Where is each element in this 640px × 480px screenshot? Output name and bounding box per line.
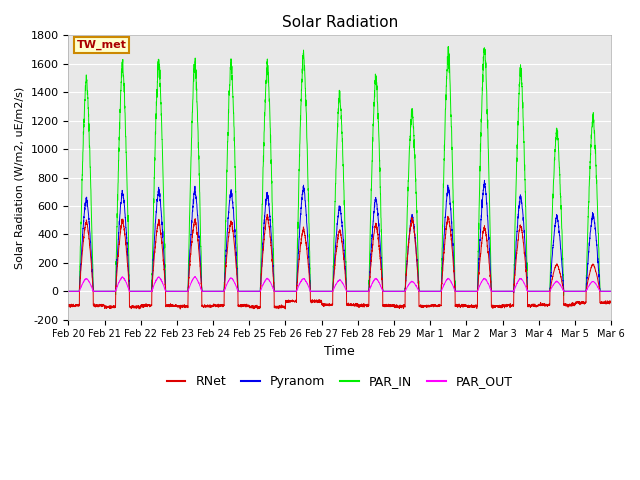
X-axis label: Time: Time xyxy=(324,345,355,358)
RNet xyxy=(65,301,72,307)
PAR_OUT xyxy=(461,288,469,294)
RNet xyxy=(162,304,170,310)
Pyranom xyxy=(492,288,500,294)
RNet xyxy=(461,303,469,309)
PAR_IN xyxy=(607,288,614,294)
Pyranom xyxy=(607,288,615,294)
PAR_IN xyxy=(431,288,439,294)
Legend: RNet, Pyranom, PAR_IN, PAR_OUT: RNet, Pyranom, PAR_IN, PAR_OUT xyxy=(161,370,518,393)
PAR_IN xyxy=(65,288,72,294)
PAR_IN xyxy=(445,44,452,49)
Pyranom xyxy=(162,288,170,294)
Y-axis label: Solar Radiation (W/m2, uE/m2/s): Solar Radiation (W/m2, uE/m2/s) xyxy=(15,86,25,269)
RNet xyxy=(320,301,328,307)
PAR_IN xyxy=(461,288,469,294)
Text: TW_met: TW_met xyxy=(77,40,127,50)
PAR_OUT xyxy=(607,288,615,294)
PAR_IN xyxy=(560,293,568,299)
Pyranom xyxy=(431,288,439,294)
Pyranom xyxy=(510,290,518,296)
PAR_IN xyxy=(162,288,170,294)
Pyranom xyxy=(481,178,488,183)
PAR_OUT xyxy=(492,288,500,294)
Pyranom xyxy=(461,288,469,294)
Pyranom xyxy=(65,288,72,294)
PAR_OUT xyxy=(162,288,170,294)
PAR_OUT xyxy=(607,288,614,294)
RNet xyxy=(492,303,500,309)
PAR_OUT xyxy=(125,288,133,294)
Line: PAR_IN: PAR_IN xyxy=(68,47,611,296)
Line: RNet: RNet xyxy=(68,214,611,309)
RNet xyxy=(607,300,615,305)
PAR_IN xyxy=(492,288,500,294)
PAR_OUT xyxy=(320,288,328,294)
RNet xyxy=(177,306,184,312)
RNet xyxy=(607,300,614,305)
RNet xyxy=(263,211,271,217)
RNet xyxy=(431,302,439,308)
PAR_OUT xyxy=(431,288,439,294)
PAR_IN xyxy=(607,288,615,294)
Title: Solar Radiation: Solar Radiation xyxy=(282,15,398,30)
PAR_OUT xyxy=(191,274,199,279)
Line: PAR_OUT: PAR_OUT xyxy=(68,276,611,291)
PAR_IN xyxy=(319,288,327,294)
Line: Pyranom: Pyranom xyxy=(68,180,611,293)
Pyranom xyxy=(319,288,327,294)
PAR_OUT xyxy=(65,288,72,294)
Pyranom xyxy=(607,288,614,294)
